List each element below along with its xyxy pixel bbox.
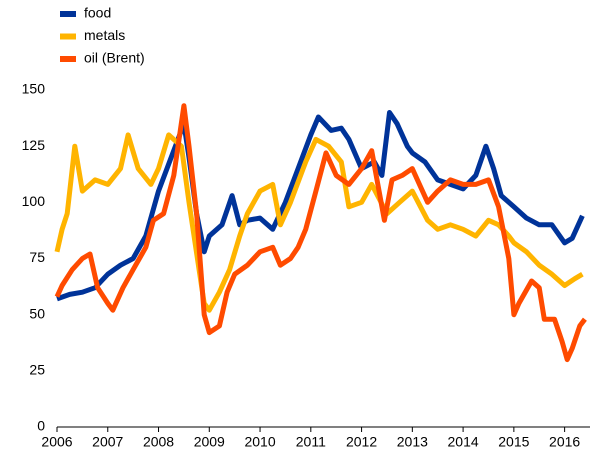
y-tick-label: 150 [22,81,46,97]
x-tick-label: 2011 [296,434,326,450]
series-line [54,103,587,363]
x-tick-label: 2008 [143,434,174,450]
x-tick-label: 2006 [41,434,72,450]
y-tick-label: 25 [29,362,45,378]
legend-label: oil (Brent) [84,50,145,66]
x-tick-label: 2015 [498,434,529,450]
x-tick-label: 2014 [448,434,479,450]
x-tick-label: 2010 [244,434,275,450]
series-line [54,132,584,313]
x-tick-label: 2012 [346,434,377,450]
legend-label: metals [84,27,125,43]
legend-swatch [60,11,76,17]
legend-swatch [60,56,76,62]
y-tick-label: 50 [29,305,45,321]
x-tick-label: 2009 [194,434,225,450]
series-line [56,110,585,302]
y-tick-label: 100 [22,193,46,209]
legend-label: food [84,5,111,21]
legend-swatch [60,33,76,40]
x-tick-label: 2007 [92,434,123,450]
y-tick-label: 0 [37,418,45,434]
x-tick-label: 2016 [549,434,580,450]
y-tick-label: 125 [22,137,46,153]
x-tick-label: 2013 [397,434,428,450]
y-tick-label: 75 [29,249,45,265]
